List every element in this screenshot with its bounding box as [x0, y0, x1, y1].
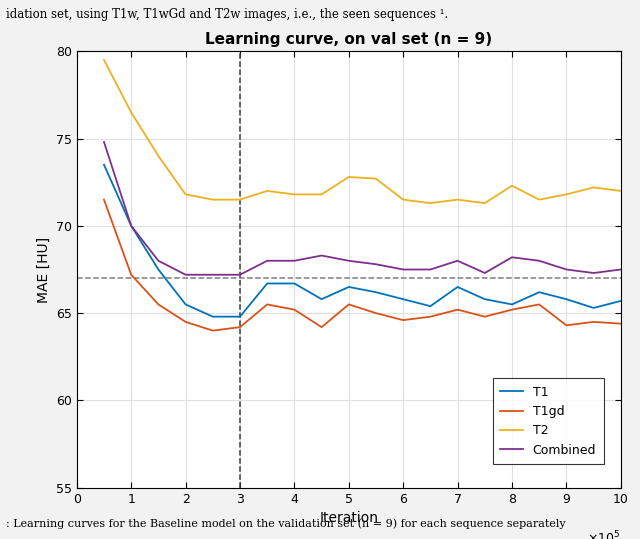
Line: Combined: Combined [104, 142, 621, 275]
T1 [318, 296, 326, 302]
T2 [127, 109, 135, 115]
Combined [209, 272, 216, 278]
T2 [563, 191, 570, 198]
T1gd [399, 317, 407, 323]
Combined [563, 266, 570, 273]
Combined [264, 258, 271, 264]
T1gd [182, 319, 189, 325]
T1gd [100, 196, 108, 203]
T2 [100, 57, 108, 63]
Combined [127, 223, 135, 229]
T2 [454, 196, 461, 203]
Text: : Learning curves for the Baseline model on the validation set (n = 9) for each : : Learning curves for the Baseline model… [6, 519, 566, 529]
T1 [264, 280, 271, 287]
T2 [291, 191, 298, 198]
X-axis label: Iteration: Iteration [319, 511, 378, 525]
T1gd [427, 313, 435, 320]
Combined [399, 266, 407, 273]
T1 [617, 298, 625, 304]
Combined [427, 266, 435, 273]
Line: T1gd: T1gd [104, 199, 621, 330]
Combined [291, 258, 298, 264]
T2 [264, 188, 271, 194]
T1gd [236, 324, 244, 330]
T1 [182, 301, 189, 308]
T1 [508, 301, 516, 308]
T1gd [318, 324, 326, 330]
T1gd [589, 319, 597, 325]
Combined [454, 258, 461, 264]
T1 [345, 284, 353, 290]
T1 [209, 313, 216, 320]
Combined [182, 272, 189, 278]
Y-axis label: MAE [HU]: MAE [HU] [36, 237, 51, 302]
Combined [236, 272, 244, 278]
T2 [209, 196, 216, 203]
T1 [535, 289, 543, 295]
T1gd [617, 320, 625, 327]
Combined [100, 139, 108, 145]
T1gd [454, 307, 461, 313]
Text: $\times10^5$: $\times10^5$ [588, 529, 621, 539]
T1gd [345, 301, 353, 308]
T1gd [535, 301, 543, 308]
T1 [399, 296, 407, 302]
T2 [589, 184, 597, 191]
T2 [236, 196, 244, 203]
T1gd [209, 327, 216, 334]
T1 [127, 223, 135, 229]
T2 [617, 188, 625, 194]
T1 [563, 296, 570, 302]
Combined [617, 266, 625, 273]
T1gd [127, 272, 135, 278]
T2 [399, 196, 407, 203]
Title: Learning curve, on val set (n = 9): Learning curve, on val set (n = 9) [205, 32, 492, 47]
Combined [372, 261, 380, 267]
Combined [589, 270, 597, 276]
T2 [372, 176, 380, 182]
Combined [535, 258, 543, 264]
Combined [318, 252, 326, 259]
Combined [154, 258, 162, 264]
T1 [481, 296, 489, 302]
Text: idation set, using T1w, T1wGd and T2w images, i.e., the seen sequences ¹.: idation set, using T1w, T1wGd and T2w im… [6, 8, 449, 22]
T1gd [481, 313, 489, 320]
T1gd [291, 307, 298, 313]
T1 [100, 162, 108, 168]
T2 [427, 200, 435, 206]
T2 [154, 153, 162, 159]
T1gd [508, 307, 516, 313]
T1 [236, 313, 244, 320]
T1gd [264, 301, 271, 308]
T2 [535, 196, 543, 203]
T1 [291, 280, 298, 287]
T1gd [372, 310, 380, 316]
Combined [508, 254, 516, 260]
T2 [345, 174, 353, 180]
T2 [182, 191, 189, 198]
Line: T2: T2 [104, 60, 621, 203]
T1 [427, 303, 435, 309]
Combined [345, 258, 353, 264]
Combined [481, 270, 489, 276]
T1gd [563, 322, 570, 329]
T2 [481, 200, 489, 206]
T1 [154, 266, 162, 273]
T2 [318, 191, 326, 198]
T1 [589, 305, 597, 311]
T1 [372, 289, 380, 295]
T1 [454, 284, 461, 290]
T2 [508, 182, 516, 189]
T1gd [154, 301, 162, 308]
Legend: T1, T1gd, T2, Combined: T1, T1gd, T2, Combined [493, 378, 604, 464]
Line: T1: T1 [104, 165, 621, 316]
